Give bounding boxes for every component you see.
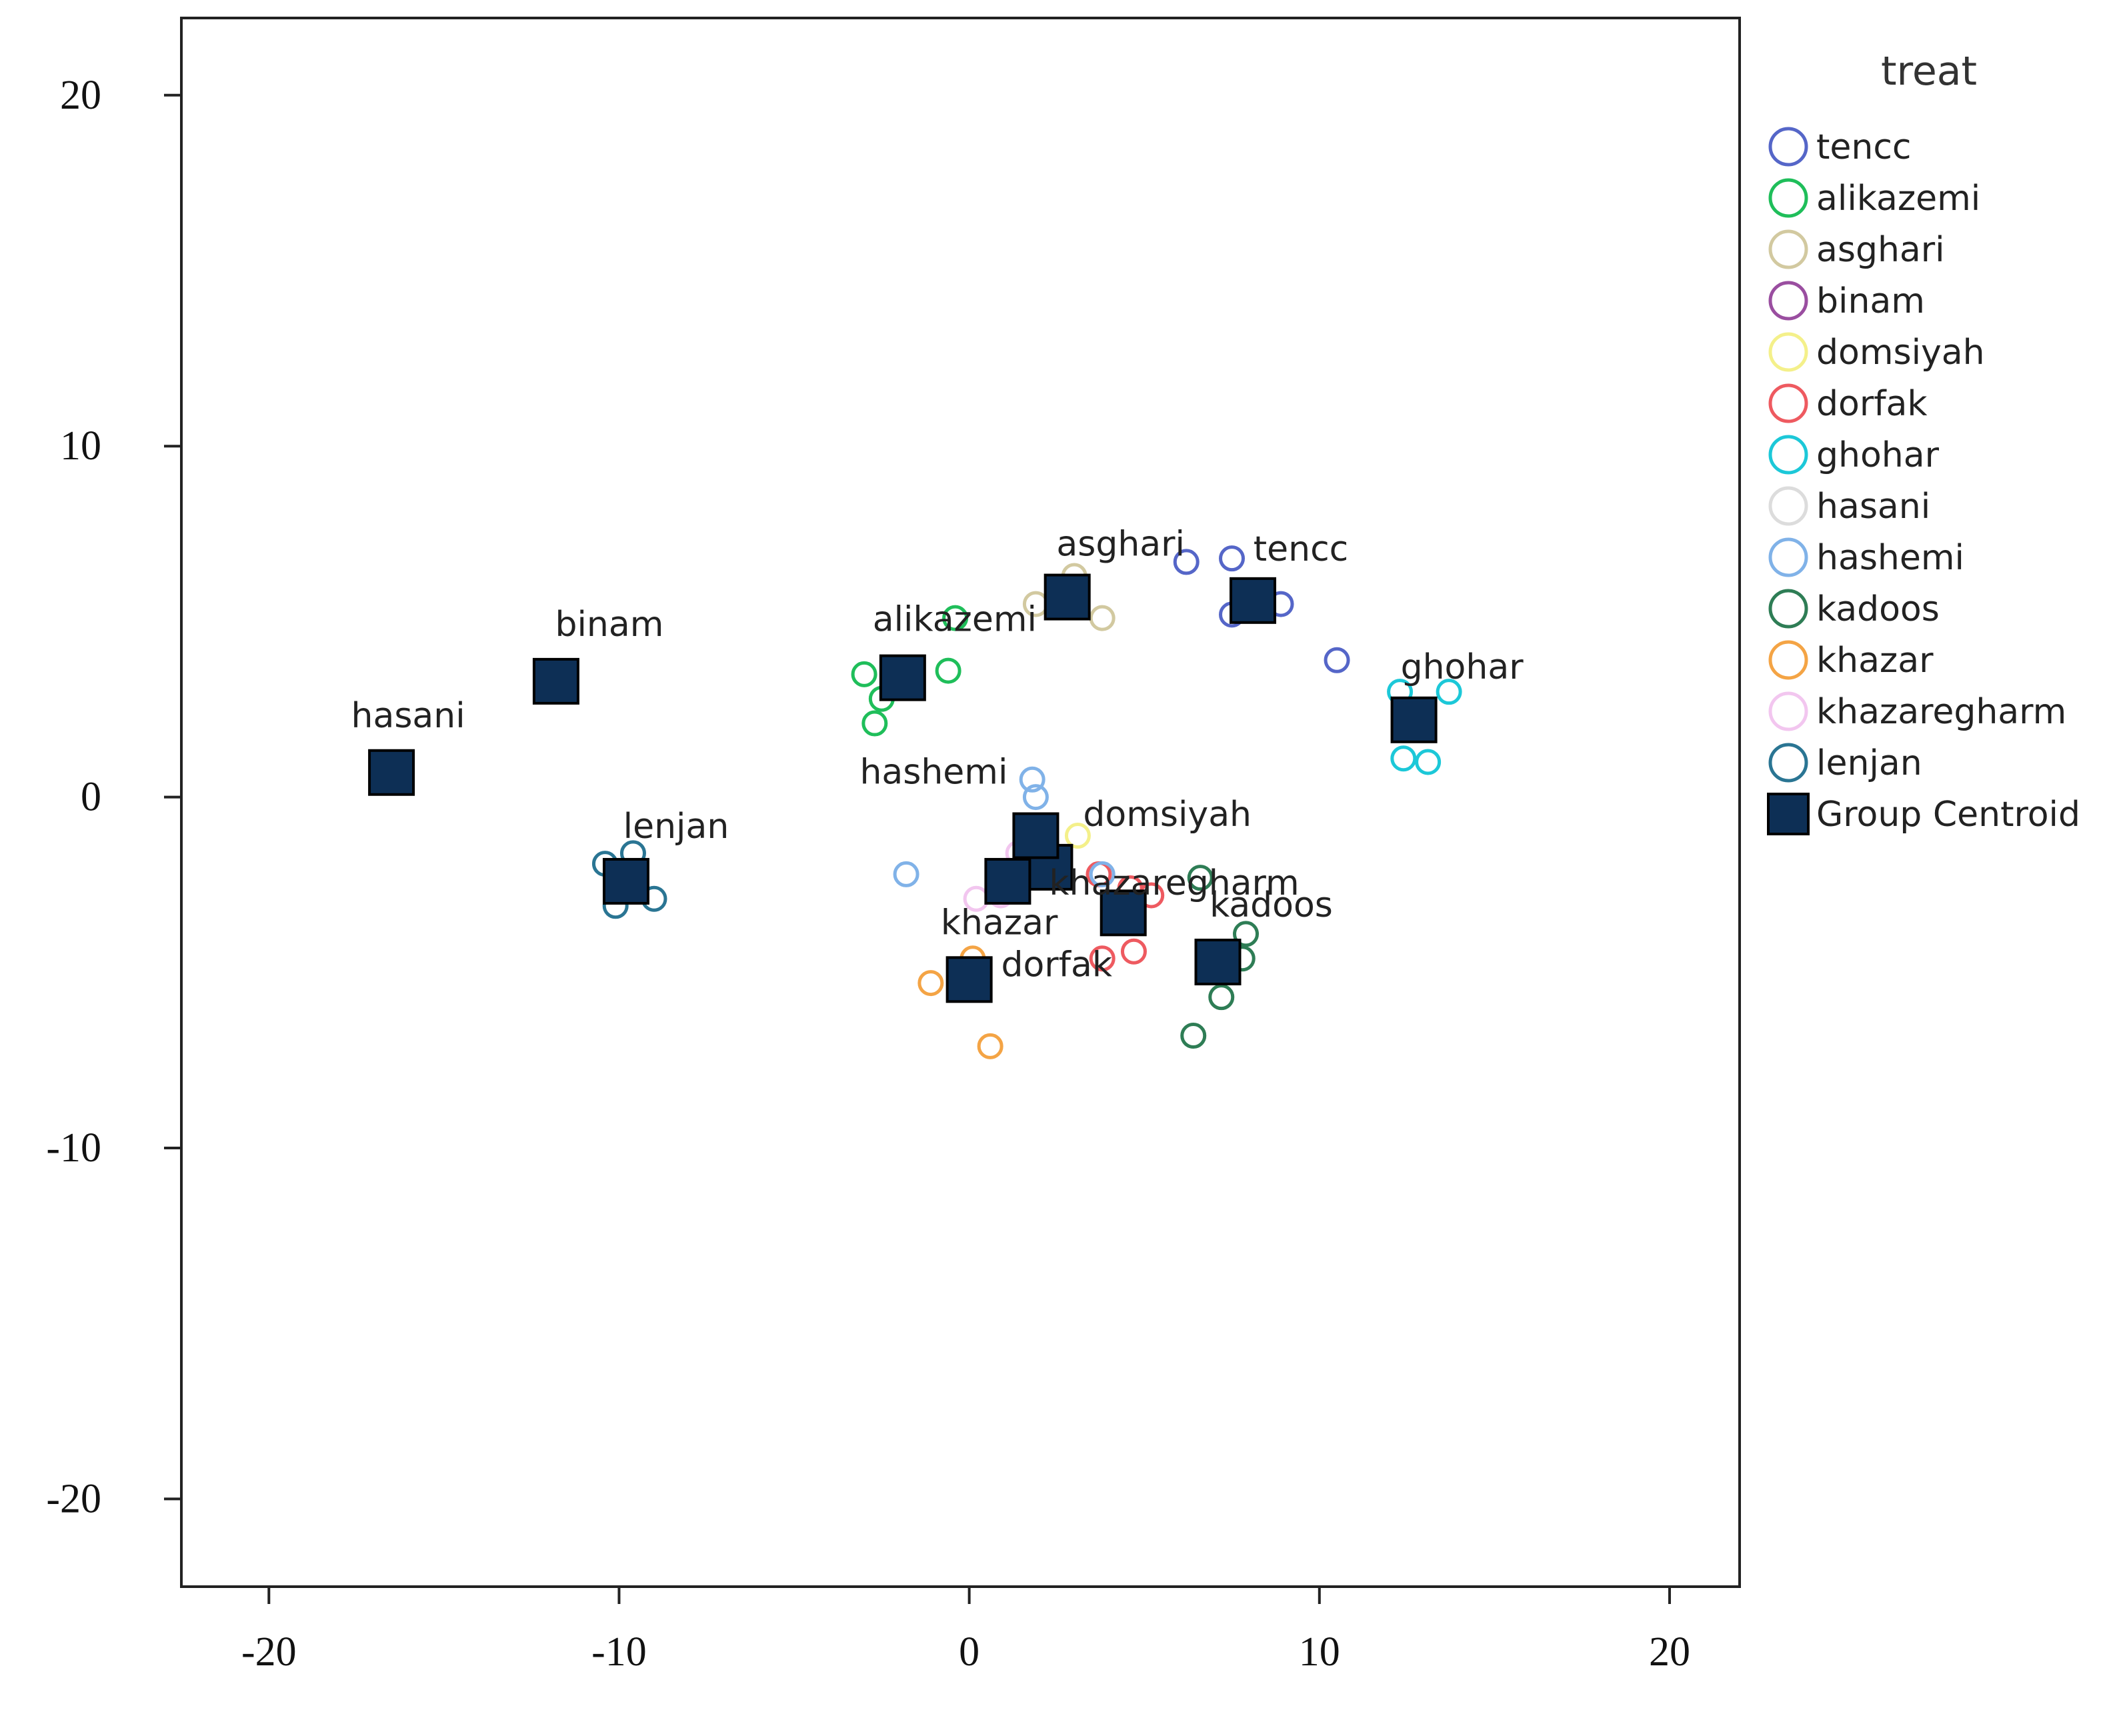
x-tick-label: -20	[241, 1629, 297, 1675]
data-point-kadoos	[1187, 865, 1214, 891]
centroid-label-binam: binam	[555, 605, 663, 645]
centroid-hashemi	[1012, 812, 1060, 859]
centroid-label-kadoos: kadoos	[1210, 885, 1333, 925]
centroid-labels: tencc alikazemi asghari binam domsiyah dorfak…	[351, 525, 1524, 985]
legend-marker-asghari	[1768, 229, 1808, 269]
data-point-kadoos	[1180, 1023, 1207, 1049]
legend: treat tencc alikazemi asghari binam domsiyah…	[1767, 48, 2080, 835]
data-point-hashemi	[1089, 861, 1116, 887]
legend-label-kadoos: kadoos	[1816, 589, 1940, 629]
x-tick-label: 20	[1649, 1629, 1690, 1675]
centroid-binam	[532, 657, 579, 705]
centroid-label-alikazemi: alikazemi	[873, 600, 1037, 640]
legend-label-tencc: tencc	[1816, 127, 1912, 167]
data-point-hashemi	[1022, 784, 1049, 811]
legend-label-binam: binam	[1816, 281, 1925, 321]
data-point-ghohar	[1436, 679, 1462, 705]
y-tick-label: 0	[81, 775, 101, 820]
legend-label-khazar: khazar	[1816, 641, 1934, 681]
legend-marker-khazaregharm	[1768, 691, 1808, 731]
legend-title: treat	[1881, 48, 1977, 95]
data-point-khazar	[917, 970, 944, 997]
data-point-dorfak	[1120, 938, 1147, 965]
axes: -20 -10 0 10 20 -20 -10 0 10 20	[46, 73, 1690, 1675]
legend-label-ghohar: ghohar	[1816, 435, 1940, 475]
y-tick-label: -10	[46, 1125, 101, 1171]
centroid-label-lenjan: lenjan	[623, 807, 729, 847]
data-point-khazar	[977, 1033, 1003, 1059]
data-point-kadoos	[1233, 921, 1260, 947]
legend-marker-hashemi	[1768, 537, 1808, 577]
data-point-ghohar	[1390, 745, 1417, 772]
legend-label-khazaregharm: khazaregharm	[1816, 692, 2066, 732]
legend-marker-alikazemi	[1768, 178, 1808, 218]
data-point-domsiyah	[1064, 823, 1091, 849]
centroid-tencc	[1230, 577, 1277, 624]
plot-frame	[180, 17, 1741, 1588]
legend-label-alikazemi: alikazemi	[1816, 179, 1980, 219]
legend-label-hashemi: hashemi	[1816, 538, 1964, 578]
centroid-label-hasani: hasani	[351, 696, 465, 736]
legend-marker-khazar	[1768, 640, 1808, 680]
data-point-tencc	[1219, 545, 1246, 572]
legend-marker-lenjan	[1768, 743, 1808, 783]
legend-marker-centroid	[1767, 793, 1810, 835]
data-point-alikazemi	[851, 661, 877, 687]
y-tick-label: -20	[46, 1476, 101, 1521]
centroid-hasani	[368, 749, 415, 796]
y-tick-label: 10	[60, 423, 101, 469]
centroid-label-dorfak: dorfak	[1001, 945, 1112, 985]
data-point-hashemi	[1019, 766, 1045, 793]
legend-label-asghari: asghari	[1816, 230, 1945, 270]
centroid-khazaregharm	[984, 857, 1031, 905]
legend-marker-domsiyah	[1768, 332, 1808, 372]
data-point-alikazemi	[935, 657, 961, 684]
legend-marker-tencc	[1768, 127, 1808, 167]
group-centroids	[368, 573, 1438, 1003]
centroid-asghari	[1043, 573, 1091, 621]
x-tick-label: 10	[1299, 1629, 1340, 1675]
legend-marker-hasani	[1768, 486, 1808, 526]
legend-label-centroid: Group Centroid	[1816, 795, 2080, 835]
centroid-label-tencc: tencc	[1254, 529, 1349, 569]
centroid-ghohar	[1390, 696, 1438, 743]
x-tick-label: 0	[959, 1629, 979, 1675]
data-point-alikazemi	[942, 605, 969, 631]
centroid-kadoos	[1194, 939, 1242, 986]
centroid-label-ghohar: ghohar	[1401, 647, 1524, 687]
centroid-label-hashemi: hashemi	[859, 753, 1007, 793]
centroid-label-asghari: asghari	[1056, 525, 1185, 565]
data-point-tencc	[1173, 549, 1200, 575]
data-point-tencc	[1324, 647, 1350, 673]
data-point-ghohar	[1415, 749, 1442, 775]
y-tick-label: 20	[60, 73, 101, 118]
legend-label-lenjan: lenjan	[1816, 743, 1922, 783]
centroid-label-khazar: khazar	[941, 903, 1058, 943]
centroid-alikazemi	[879, 654, 926, 701]
legend-label-hasani: hasani	[1816, 487, 1930, 527]
data-point-asghari	[1089, 605, 1116, 631]
legend-marker-ghohar	[1768, 435, 1808, 475]
legend-marker-dorfak	[1768, 383, 1808, 423]
legend-label-domsiyah: domsiyah	[1816, 333, 1985, 373]
data-point-dorfak	[1089, 945, 1116, 972]
data-point-hashemi	[893, 861, 919, 887]
centroid-dorfak	[1100, 889, 1147, 937]
centroid-khazar	[945, 956, 993, 1003]
centroid-label-khazaregharm: khazaregharm	[1049, 863, 1299, 903]
data-point-kadoos	[1208, 984, 1235, 1011]
data-point-alikazemi	[861, 710, 888, 737]
legend-marker-kadoos	[1768, 589, 1808, 629]
legend-marker-binam	[1768, 281, 1808, 321]
legend-label-dorfak: dorfak	[1816, 384, 1928, 424]
centroid-lenjan	[602, 857, 649, 905]
centroid-label-domsiyah: domsiyah	[1083, 795, 1252, 835]
x-tick-label: -10	[591, 1629, 647, 1675]
